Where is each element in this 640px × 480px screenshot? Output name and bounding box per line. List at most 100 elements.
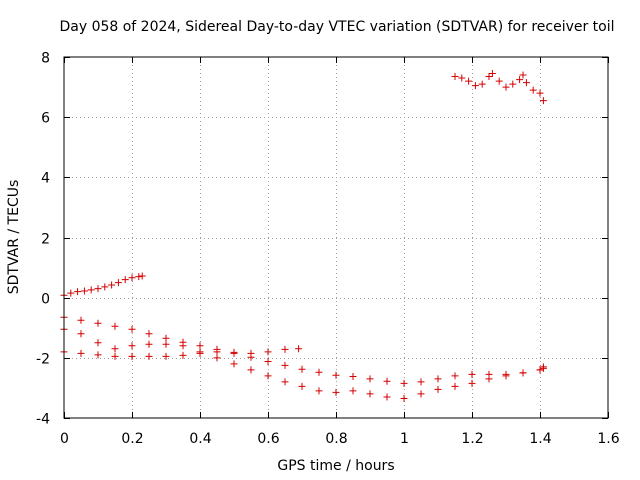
data-point: [87, 286, 95, 294]
data-point: [145, 330, 153, 338]
data-point: [478, 80, 486, 88]
data-point: [247, 366, 255, 374]
data-point: [349, 387, 357, 395]
data-point: [281, 361, 289, 369]
data-point: [485, 73, 493, 81]
data-point: [196, 349, 204, 357]
data-point: [468, 370, 476, 378]
data-point: [213, 354, 221, 362]
data-point: [67, 289, 75, 297]
data-point: [179, 351, 187, 359]
data-point: [434, 385, 442, 393]
data-point: [468, 379, 476, 387]
data-point: [162, 334, 170, 342]
data-point: [128, 352, 136, 360]
data-point: [128, 325, 136, 333]
x-tick-label: 0.4: [189, 431, 211, 447]
chart-title: Day 058 of 2024, Sidereal Day-to-day VTE…: [59, 19, 614, 35]
x-tick-labels: 0 0.2 0.4 0.6 0.8 1 1.2 1.4 1.6: [60, 431, 620, 447]
data-point: [502, 83, 510, 91]
data-point: [162, 352, 170, 360]
data-point: [539, 363, 547, 371]
series-track-3: [60, 325, 547, 402]
data-point: [434, 375, 442, 383]
data-point: [465, 77, 473, 85]
data-point: [400, 379, 408, 387]
data-point: [522, 79, 530, 87]
data-point: [281, 378, 289, 386]
data-point: [519, 369, 527, 377]
series-track-4: [60, 345, 303, 360]
y-tick-label: -2: [36, 352, 50, 368]
data-point: [230, 348, 238, 356]
data-point: [101, 283, 109, 291]
data-point: [539, 97, 547, 105]
data-point: [77, 316, 85, 324]
series-track-5: [451, 70, 547, 105]
x-axis-label: GPS time / hours: [277, 458, 394, 474]
data-point: [138, 272, 146, 280]
series-track-1: [60, 272, 146, 299]
data-point: [94, 339, 102, 347]
data-point: [495, 77, 503, 85]
data-point: [536, 366, 544, 374]
data-point: [121, 276, 129, 284]
data-point: [383, 393, 391, 401]
data-point: [502, 372, 510, 380]
data-point: [264, 348, 272, 356]
data-point: [77, 330, 85, 338]
data-markers: [60, 70, 547, 402]
data-point: [485, 375, 493, 383]
data-point: [264, 357, 272, 365]
data-point: [400, 394, 408, 402]
data-point: [145, 352, 153, 360]
x-tick-label: 0.6: [257, 431, 279, 447]
data-point: [128, 342, 136, 350]
y-tick-label: 8: [41, 51, 50, 67]
series-track-2: [60, 313, 547, 387]
data-point: [230, 360, 238, 368]
data-point: [74, 288, 82, 296]
y-axis-label: SDTVAR / TECUs: [6, 180, 22, 295]
x-tick-label: 1.6: [597, 431, 619, 447]
x-tick-label: 0: [60, 431, 69, 447]
data-point: [458, 74, 466, 82]
data-point: [417, 390, 425, 398]
data-point: [417, 378, 425, 386]
data-point: [196, 342, 204, 350]
data-point: [451, 372, 459, 380]
plot-frame: [63, 56, 609, 419]
data-point: [108, 281, 116, 289]
x-tick-label: 1.4: [529, 431, 551, 447]
data-point: [516, 76, 524, 84]
data-point: [298, 365, 306, 373]
data-point: [295, 345, 303, 353]
data-point: [213, 348, 221, 356]
data-point: [366, 390, 374, 398]
y-tick-label: 6: [41, 111, 50, 127]
data-point: [451, 73, 459, 81]
data-point: [162, 340, 170, 348]
y-tick-labels: -4 -2 0 2 4 6 8: [36, 51, 50, 428]
y-tick-label: 4: [41, 171, 50, 187]
data-point: [135, 273, 143, 281]
data-point: [77, 349, 85, 357]
data-point: [111, 352, 119, 360]
data-point: [281, 345, 289, 353]
data-point: [366, 375, 374, 383]
data-point: [536, 89, 544, 97]
data-point: [264, 372, 272, 380]
data-point: [94, 319, 102, 327]
data-point: [315, 368, 323, 376]
data-point: [332, 371, 340, 379]
data-point: [315, 387, 323, 395]
data-point: [114, 279, 122, 287]
data-point: [94, 351, 102, 359]
x-tick-label: 1: [400, 431, 409, 447]
y-tick-label: 2: [41, 232, 50, 248]
x-tick-label: 0.2: [121, 431, 143, 447]
data-point: [451, 382, 459, 390]
data-point: [247, 349, 255, 357]
data-point: [332, 388, 340, 396]
